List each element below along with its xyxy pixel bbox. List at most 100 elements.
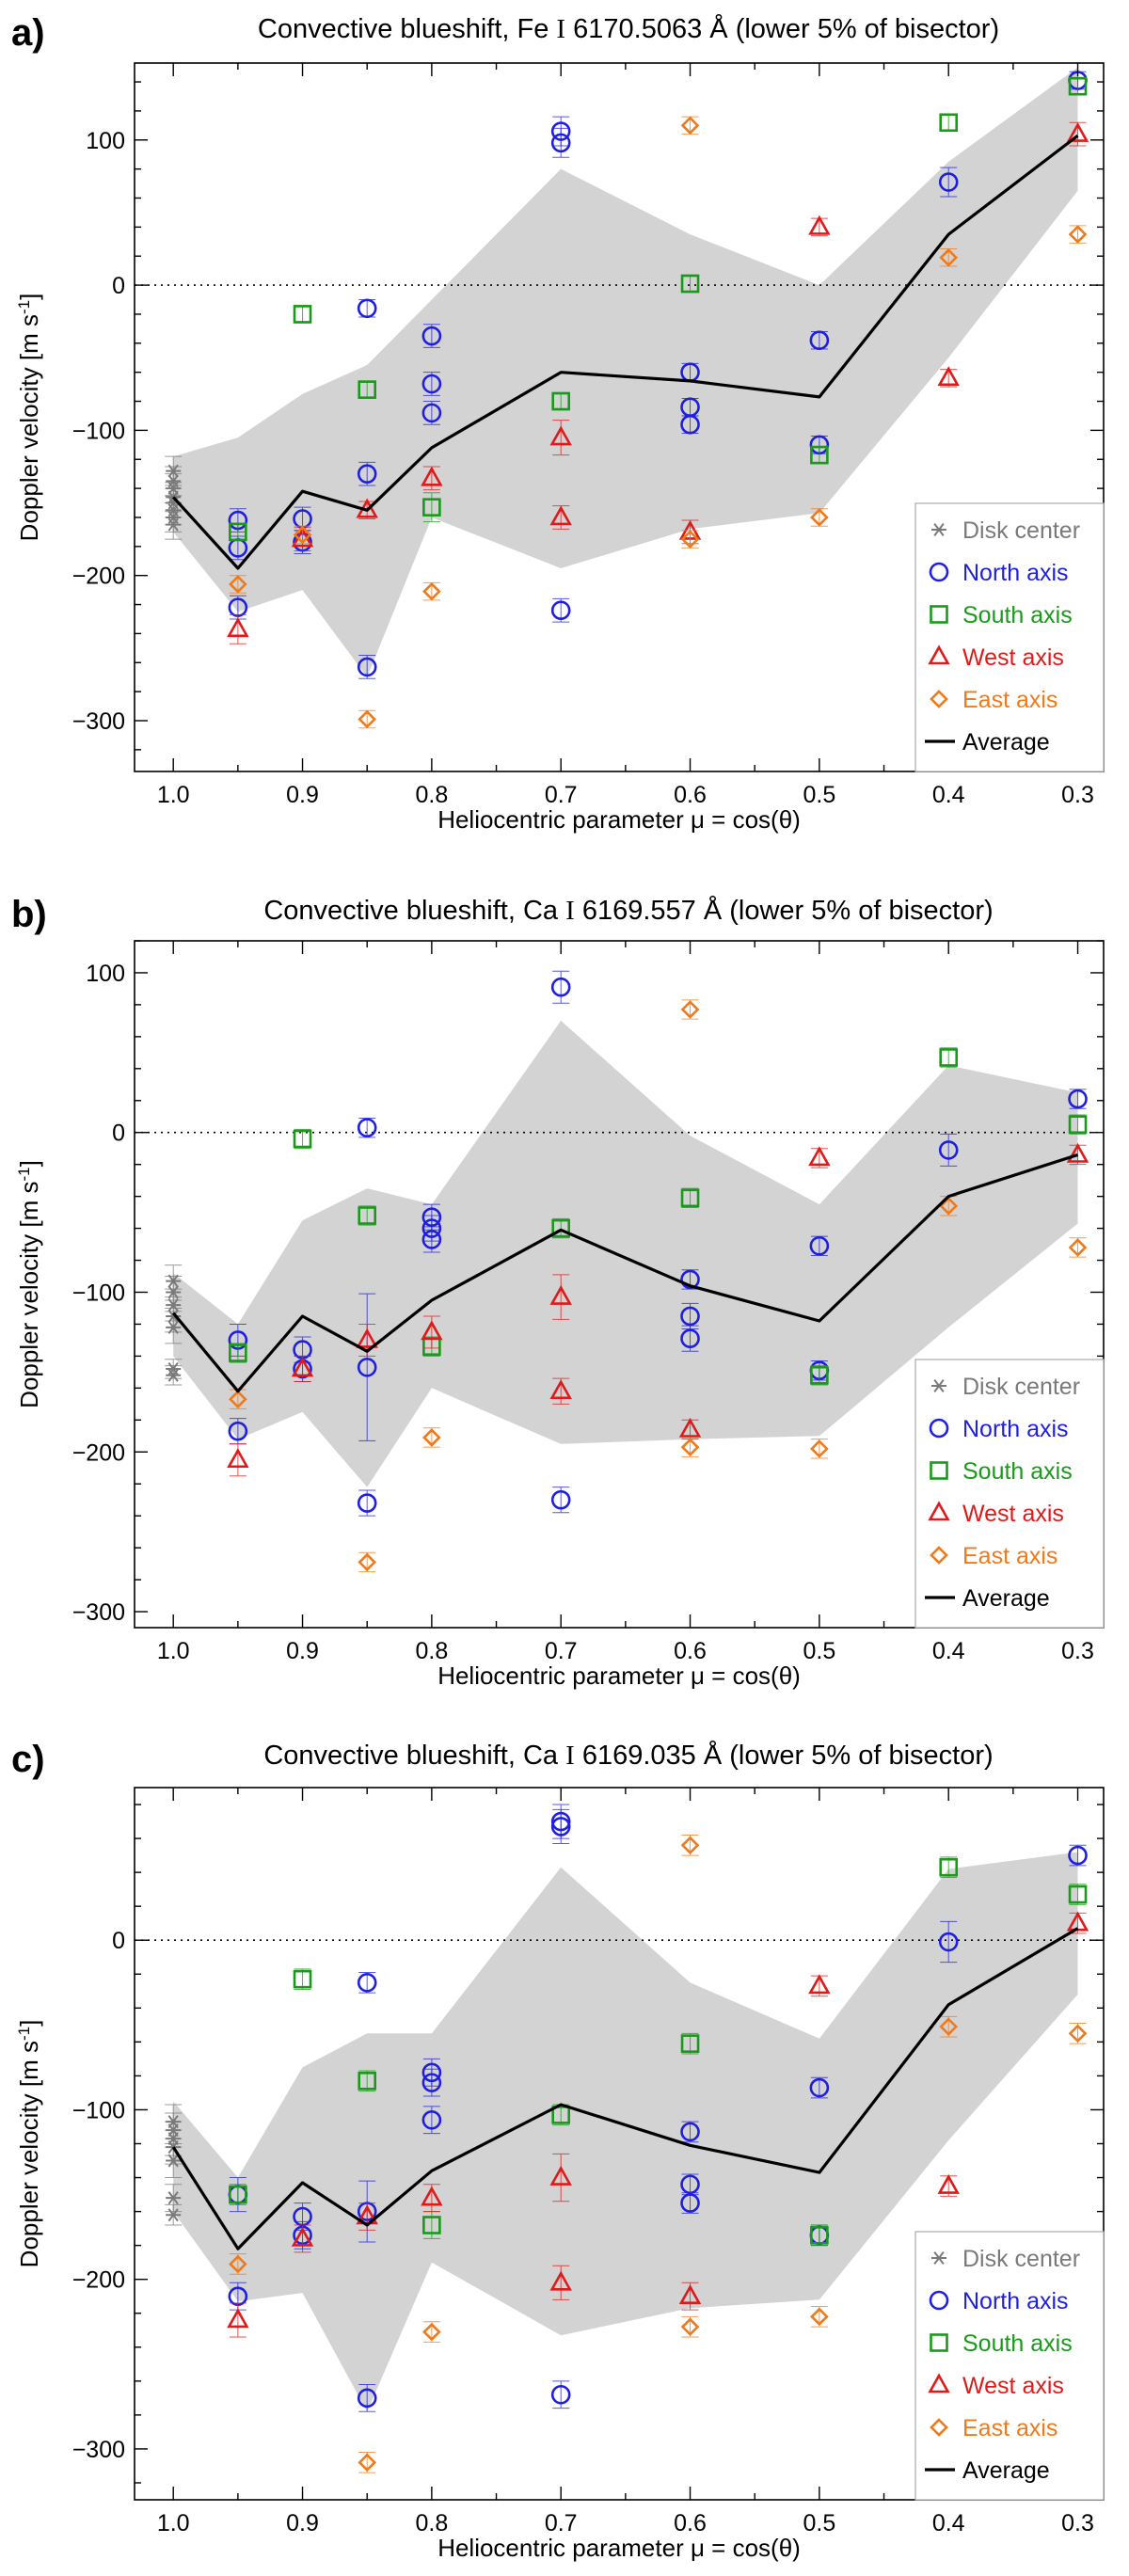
- legend-swatch: [930, 690, 948, 708]
- x-tick-label: 0.6: [674, 2510, 707, 2536]
- data-point: [357, 464, 377, 484]
- legend-item: North axis: [962, 1416, 1069, 1442]
- y-tick-label: 0: [112, 1121, 125, 1147]
- data-point: [166, 2191, 182, 2205]
- x-tick-label: 0.4: [932, 782, 965, 808]
- data-point: [291, 1357, 314, 1377]
- legend-swatch: [931, 523, 946, 536]
- legend-item: Disk center: [962, 2246, 1080, 2272]
- chart-panel-1: a) Convective blueshift, Fe I 6170.5063 Å…: [11, 12, 1105, 834]
- y-tick-label: −100: [72, 418, 125, 444]
- data-point: [810, 2226, 829, 2245]
- data-point: [551, 391, 571, 411]
- y-axis-label: Doppler velocity [m s-1]: [15, 294, 43, 542]
- legend-item: North axis: [962, 2288, 1069, 2314]
- data-point: [421, 374, 442, 394]
- data-point: [549, 1379, 572, 1400]
- data-point: [422, 581, 441, 601]
- error-bar: [229, 1343, 246, 1363]
- data-point: [293, 1969, 312, 1989]
- legend-item: South axis: [962, 2330, 1073, 2357]
- data-point: [551, 2106, 571, 2124]
- x-axis-label: Heliocentric parameter μ = cos(θ): [437, 1662, 801, 1690]
- data-point: [357, 1493, 377, 1513]
- data-point: [1068, 225, 1088, 244]
- data-point: [938, 1932, 959, 1952]
- legend-item: Average: [962, 1585, 1050, 1612]
- data-point: [1068, 76, 1088, 96]
- legend-box: [914, 502, 1105, 772]
- data-point: [549, 2270, 572, 2291]
- spread-band: [173, 67, 1078, 677]
- legend-swatch: [929, 2290, 949, 2311]
- data-point: [938, 172, 959, 192]
- error-bar: [681, 1187, 699, 1209]
- data-point: [1068, 1884, 1088, 1904]
- error-bar: [552, 1808, 570, 1844]
- panel-label: b): [11, 894, 47, 935]
- legend-swatch: [928, 2373, 950, 2393]
- data-point: [680, 414, 700, 435]
- legend-item: South axis: [962, 602, 1073, 628]
- data-point: [1066, 121, 1089, 142]
- data-point: [680, 1188, 700, 1208]
- x-tick-label: 0.3: [1061, 1638, 1094, 1664]
- error-bar: [552, 2153, 570, 2202]
- data-point: [550, 600, 571, 621]
- data-point: [808, 215, 831, 235]
- data-point: [358, 1552, 377, 1572]
- data-point: [357, 2388, 377, 2409]
- x-tick-label: 0.8: [415, 782, 448, 808]
- legend-item: East axis: [962, 2415, 1057, 2441]
- spread-band: [173, 1020, 1078, 1487]
- y-tick-label: 0: [112, 1928, 125, 1954]
- error-bar: [940, 1920, 958, 1964]
- x-tick-label: 0.7: [545, 2510, 578, 2536]
- legend-item: Disk center: [962, 517, 1080, 544]
- legend: Disk center North axis South axis West axis…: [914, 1359, 1105, 1629]
- data-point: [229, 2254, 247, 2274]
- legend-item: Average: [962, 2457, 1050, 2484]
- legend-item: Average: [962, 729, 1050, 755]
- plot-frame: [134, 62, 1105, 772]
- y-tick-label: −200: [72, 564, 125, 590]
- data-point: [357, 657, 377, 677]
- data-point: [680, 1269, 700, 1290]
- data-point: [810, 2307, 829, 2327]
- error-bar: [552, 1274, 570, 1320]
- series-east-axis: [229, 116, 1088, 729]
- spread-band: [173, 1852, 1078, 2412]
- x-tick-label: 0.6: [674, 782, 707, 808]
- data-point: [358, 2072, 377, 2091]
- data-point: [422, 2216, 441, 2234]
- y-axis-label: Doppler velocity [m s-1]: [15, 2020, 43, 2268]
- data-point: [166, 1320, 182, 1334]
- chart-panel-2: b) Convective blueshift, Ca I 6169.557 Å …: [11, 894, 1105, 1690]
- x-tick-label: 0.4: [932, 2510, 965, 2536]
- data-point: [421, 2186, 443, 2206]
- error-bar: [358, 1205, 376, 1226]
- error-bar: [552, 970, 570, 1004]
- data-point: [810, 1439, 829, 1458]
- data-point: [358, 709, 377, 729]
- legend-swatch: [928, 1501, 950, 1521]
- data-point: [549, 425, 572, 446]
- panel-label: a): [11, 12, 45, 54]
- data-point: [551, 1218, 571, 1238]
- data-point: [1068, 2024, 1088, 2043]
- data-point: [166, 2154, 182, 2168]
- data-point: [357, 1357, 377, 1377]
- data-point: [808, 1146, 831, 1167]
- data-point: [229, 2185, 247, 2204]
- data-point: [421, 326, 442, 346]
- chart-title: Convective blueshift, Ca I 6169.035 Å (l…: [263, 1740, 993, 1771]
- data-point: [291, 2226, 314, 2247]
- data-point: [358, 380, 377, 399]
- data-point: [166, 517, 182, 532]
- legend-item: West axis: [962, 1501, 1064, 1527]
- x-tick-label: 0.4: [932, 1638, 965, 1664]
- data-point: [293, 525, 312, 545]
- data-point: [808, 1974, 831, 1995]
- x-tick-label: 0.5: [803, 782, 835, 808]
